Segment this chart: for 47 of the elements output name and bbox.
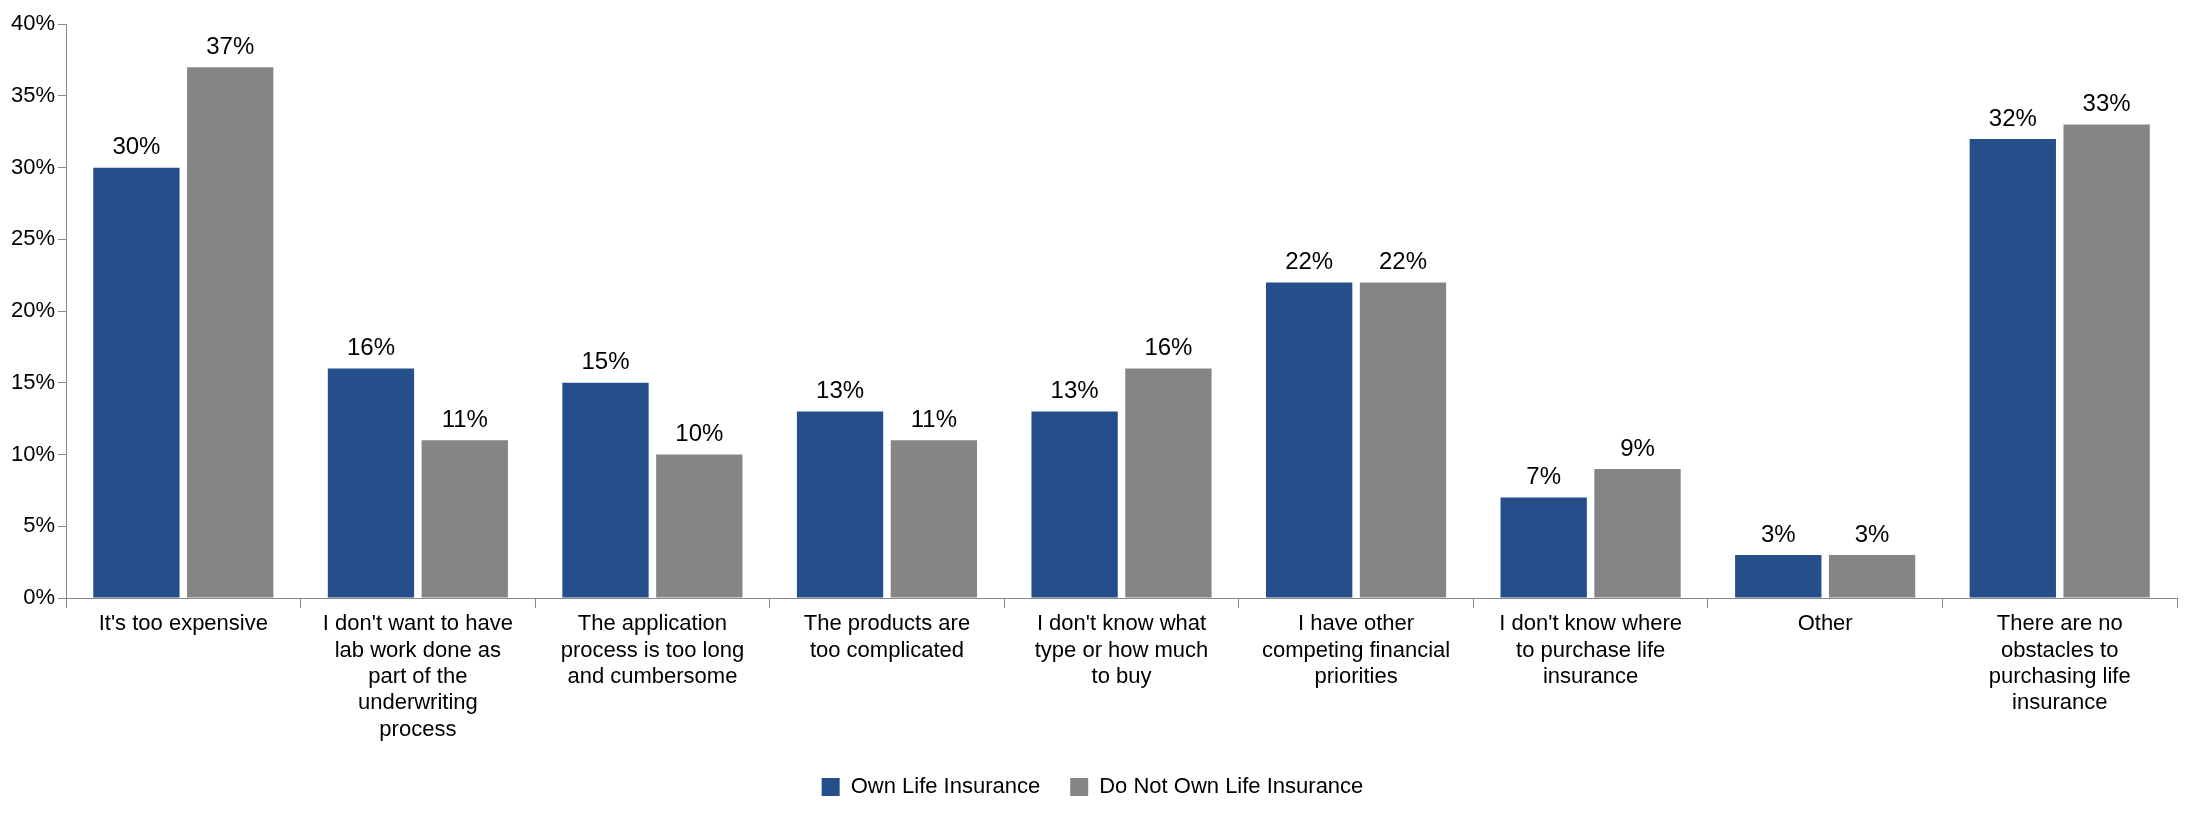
data-label: 15% [581, 347, 630, 375]
data-label: 16% [346, 333, 395, 361]
bar [1969, 138, 2056, 598]
bar [1735, 554, 1822, 598]
data-label: 13% [1050, 376, 1099, 404]
bar [562, 382, 649, 598]
x-tick-label: The products are too complicated [803, 610, 971, 662]
y-tick-label: 10% [10, 440, 56, 466]
x-tick-label: I don't know what type or how much to buy [1034, 610, 1209, 689]
bar [796, 411, 884, 598]
data-label: 30% [112, 132, 161, 160]
x-tick-label: The application process is too long and cumbersome [560, 610, 745, 689]
bar [93, 167, 180, 598]
data-label: 9% [1620, 433, 1655, 461]
y-tick-label: 35% [10, 81, 56, 107]
x-tick-label: I don't want to have lab work done as part of the underwriting process [322, 610, 513, 741]
data-label: 22% [1378, 247, 1427, 275]
data-label: 7% [1526, 462, 1562, 490]
y-tick-label: 0% [23, 584, 56, 610]
data-label: 37% [206, 31, 255, 59]
x-tick-label: It's too expensive [98, 610, 268, 636]
bar [327, 368, 415, 598]
y-tick-label: 30% [10, 153, 56, 179]
x-tick-label: Other [1797, 610, 1853, 636]
data-label: 3% [1760, 519, 1796, 547]
legend-label: Do Not Own Life Insurance [1099, 773, 1364, 799]
legend-label: Own Life Insurance [850, 773, 1041, 799]
bar [1500, 497, 1587, 598]
x-tick-label: There are no obstacles to purchasing life insurance [1988, 610, 2131, 715]
y-tick-label: 40% [10, 10, 56, 36]
data-label: 32% [1988, 103, 2037, 131]
data-label: 16% [1144, 333, 1193, 361]
y-tick-label: 5% [23, 512, 56, 538]
data-label: 11% [910, 404, 958, 432]
y-tick-label: 15% [10, 368, 56, 394]
data-label: 22% [1285, 247, 1334, 275]
y-tick-label: 20% [10, 297, 56, 323]
data-label: 3% [1854, 519, 1890, 547]
bar [1266, 282, 1353, 598]
data-label: 13% [816, 376, 865, 404]
x-tick-label: I have other competing financial priorities [1261, 610, 1451, 689]
data-label: 11% [441, 404, 488, 432]
data-label: 10% [675, 419, 724, 447]
x-tick-label: I don't know where to purchase life insurance [1499, 610, 1682, 689]
bar [1031, 411, 1118, 598]
data-label: 33% [2082, 89, 2131, 117]
y-tick-label: 25% [10, 225, 56, 251]
